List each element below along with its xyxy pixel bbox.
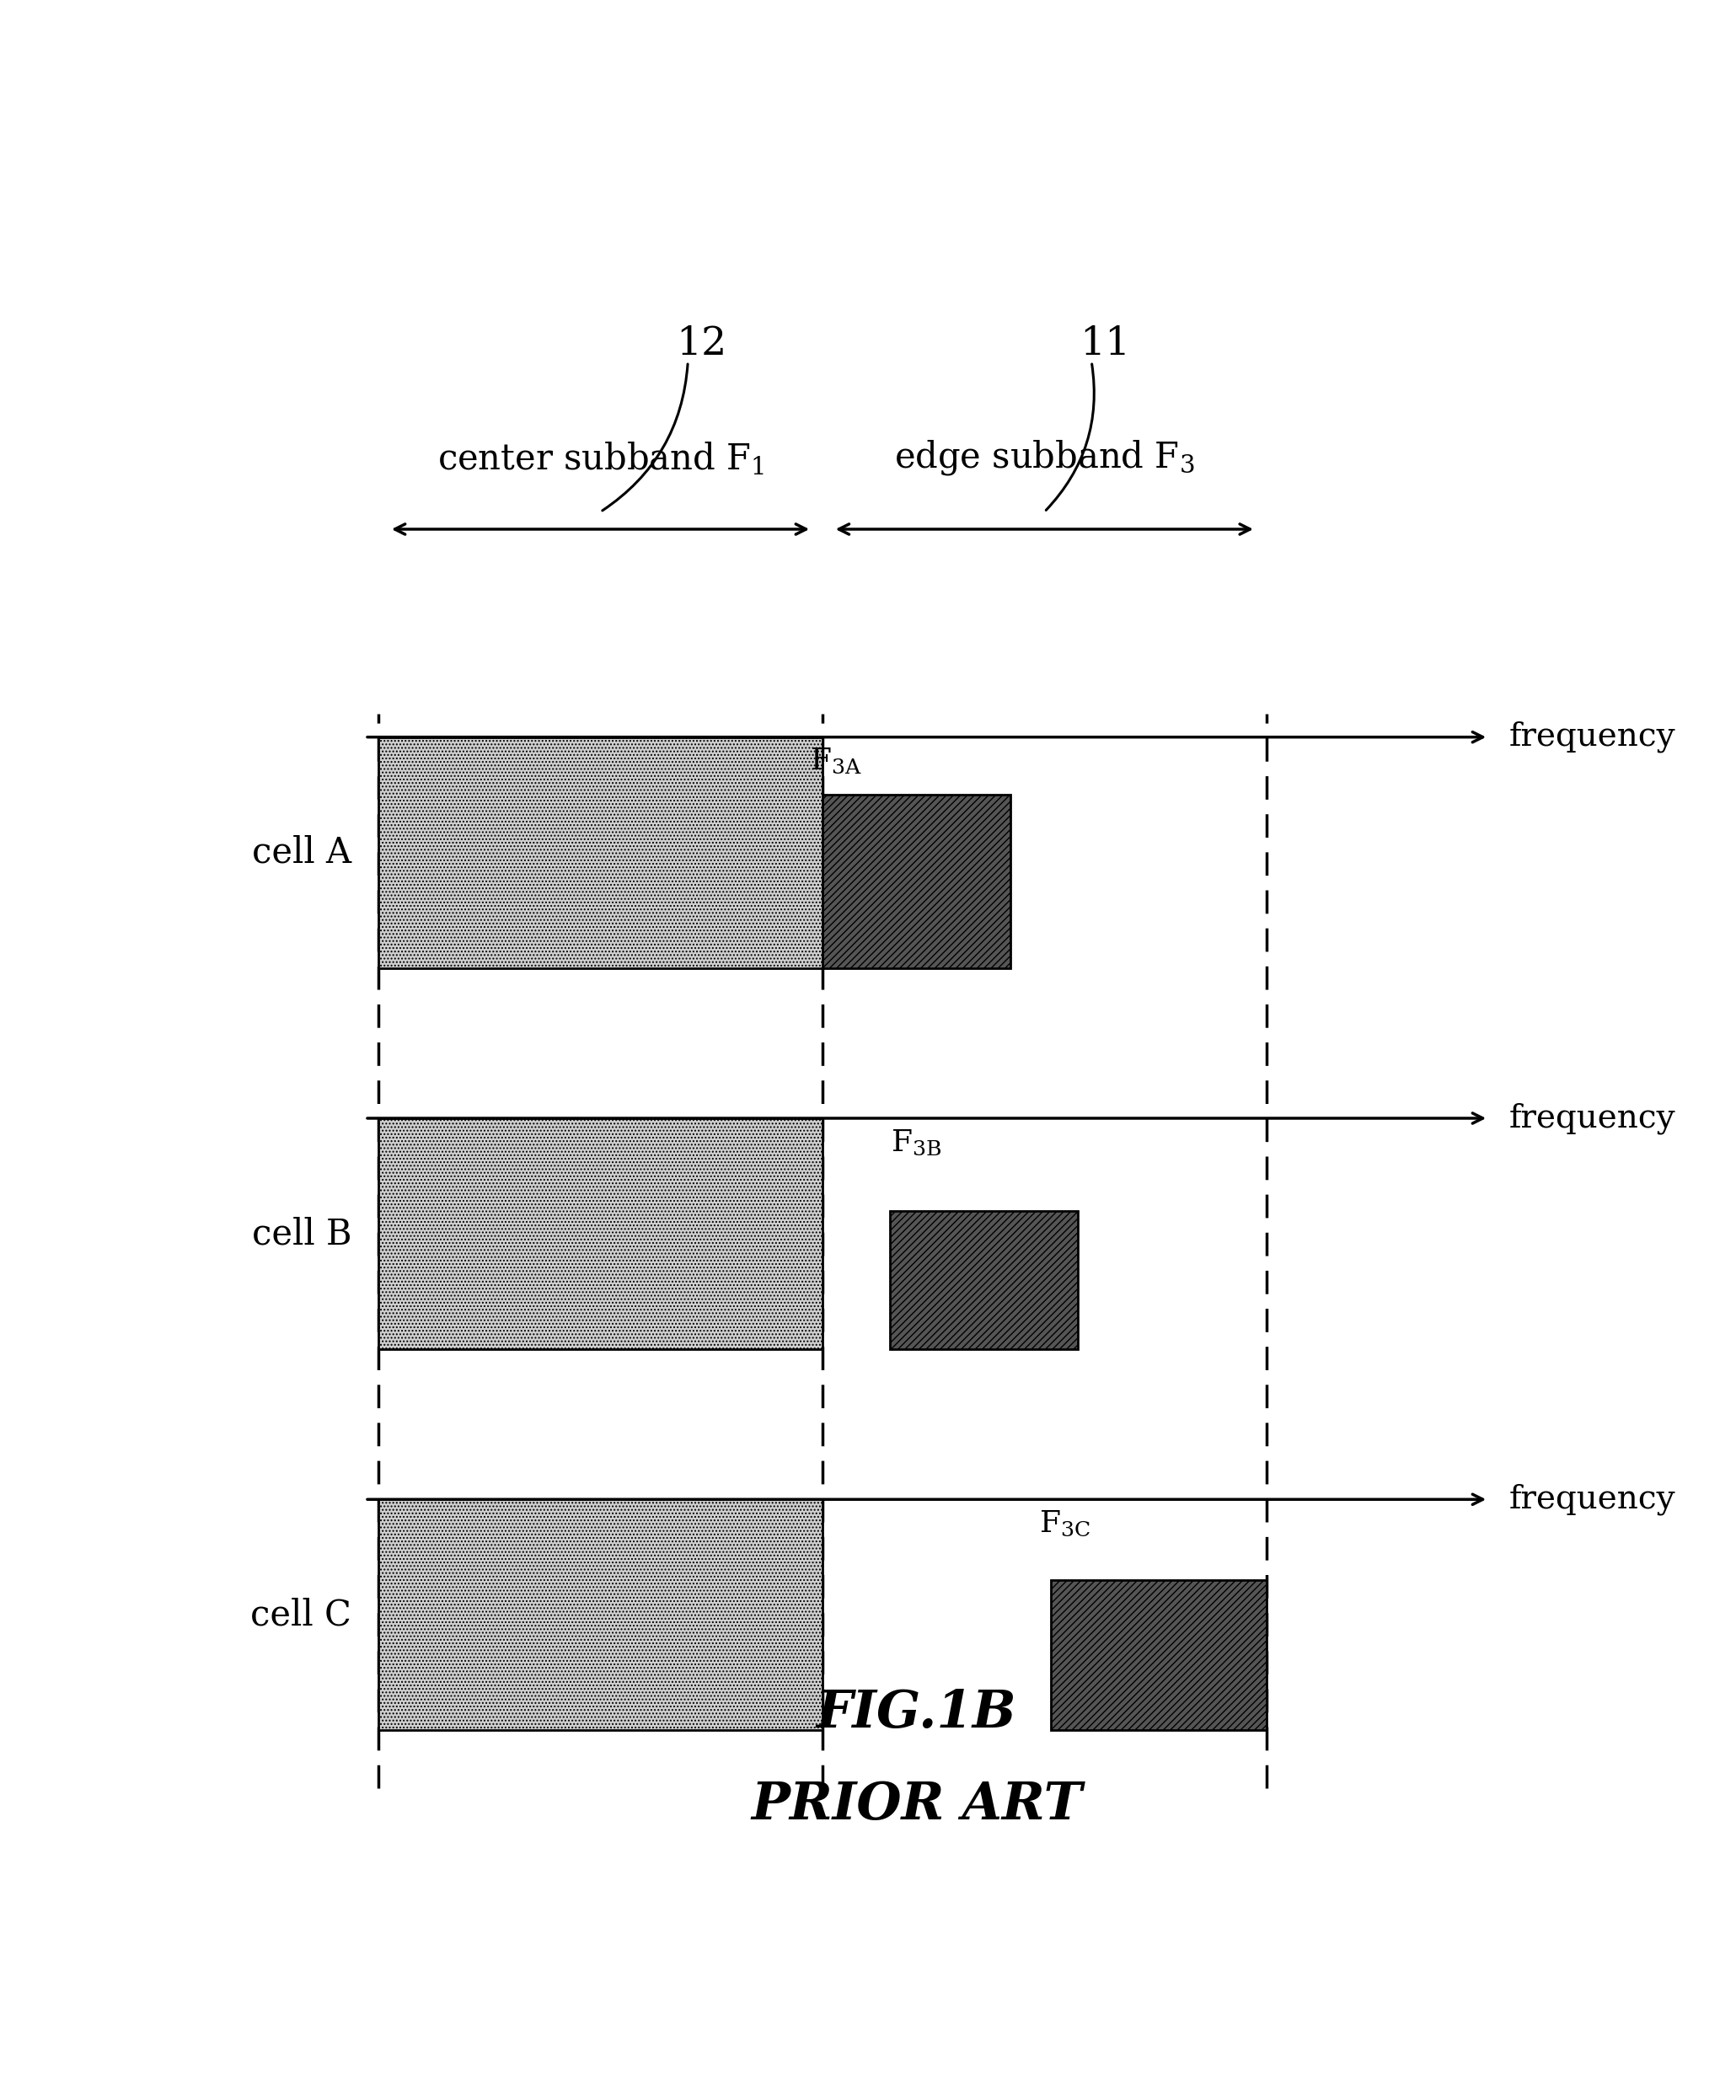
Bar — [378, 1499, 823, 1730]
Bar — [889, 1210, 1078, 1350]
Text: 11: 11 — [1080, 326, 1130, 363]
Text: cell A: cell A — [252, 836, 351, 869]
Text: cell B: cell B — [252, 1216, 351, 1252]
Text: center subband $\mathregular{F_1}$: center subband $\mathregular{F_1}$ — [437, 441, 764, 477]
Text: frequency: frequency — [1509, 1102, 1675, 1134]
Text: frequency: frequency — [1509, 720, 1675, 754]
Text: frequency: frequency — [1509, 1483, 1675, 1516]
Text: FIG.1B: FIG.1B — [816, 1688, 1017, 1739]
Bar — [823, 794, 1010, 968]
Bar — [1050, 1579, 1266, 1730]
Text: $\mathregular{F_{3A}}$: $\mathregular{F_{3A}}$ — [809, 745, 863, 775]
Text: $\mathregular{F_{3B}}$: $\mathregular{F_{3B}}$ — [891, 1128, 943, 1157]
Bar — [378, 737, 823, 968]
Text: PRIOR ART: PRIOR ART — [752, 1781, 1082, 1831]
Bar — [378, 1119, 823, 1350]
Text: edge subband $\mathregular{F_3}$: edge subband $\mathregular{F_3}$ — [894, 439, 1194, 477]
Text: $\mathregular{F_{3C}}$: $\mathregular{F_{3C}}$ — [1038, 1508, 1090, 1537]
Text: cell C: cell C — [250, 1598, 351, 1632]
Text: 12: 12 — [675, 326, 727, 363]
